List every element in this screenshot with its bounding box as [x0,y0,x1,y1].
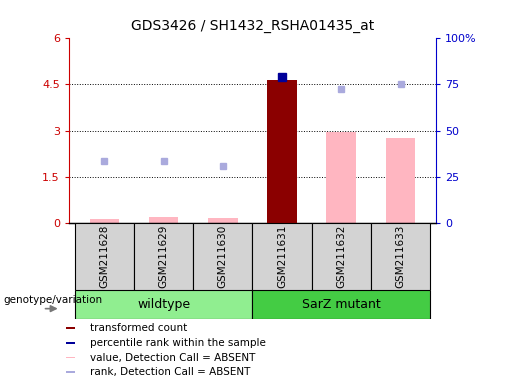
Text: GSM211632: GSM211632 [335,225,346,288]
Text: GSM211633: GSM211633 [395,225,405,288]
Bar [90,219,119,223]
Bar [326,132,355,223]
Text: GSM211631: GSM211631 [276,225,287,288]
Bar [66,371,75,373]
Bar [193,223,252,290]
Bar [385,138,414,223]
Text: genotype/variation: genotype/variation [4,295,102,305]
Text: GSM211628: GSM211628 [99,225,109,288]
Text: SarZ mutant: SarZ mutant [301,298,380,311]
Text: transformed count: transformed count [90,323,186,333]
Bar [66,342,75,344]
Text: value, Detection Call = ABSENT: value, Detection Call = ABSENT [90,353,254,362]
Text: GSM211630: GSM211630 [217,225,228,288]
Text: wildtype: wildtype [137,298,190,311]
Bar [149,217,178,223]
Bar [208,218,237,223]
Bar [311,223,370,290]
Bar [66,327,75,329]
Bar [75,223,134,290]
Text: GSM211629: GSM211629 [158,225,168,288]
Text: rank, Detection Call = ABSENT: rank, Detection Call = ABSENT [90,367,249,377]
Title: GDS3426 / SH1432_RSHA01435_at: GDS3426 / SH1432_RSHA01435_at [131,19,373,33]
Bar [75,290,252,319]
Bar [370,223,429,290]
Bar [134,223,193,290]
Bar [66,357,75,359]
Bar [252,223,311,290]
Bar [267,80,296,223]
Bar [252,290,429,319]
Text: percentile rank within the sample: percentile rank within the sample [90,338,265,348]
